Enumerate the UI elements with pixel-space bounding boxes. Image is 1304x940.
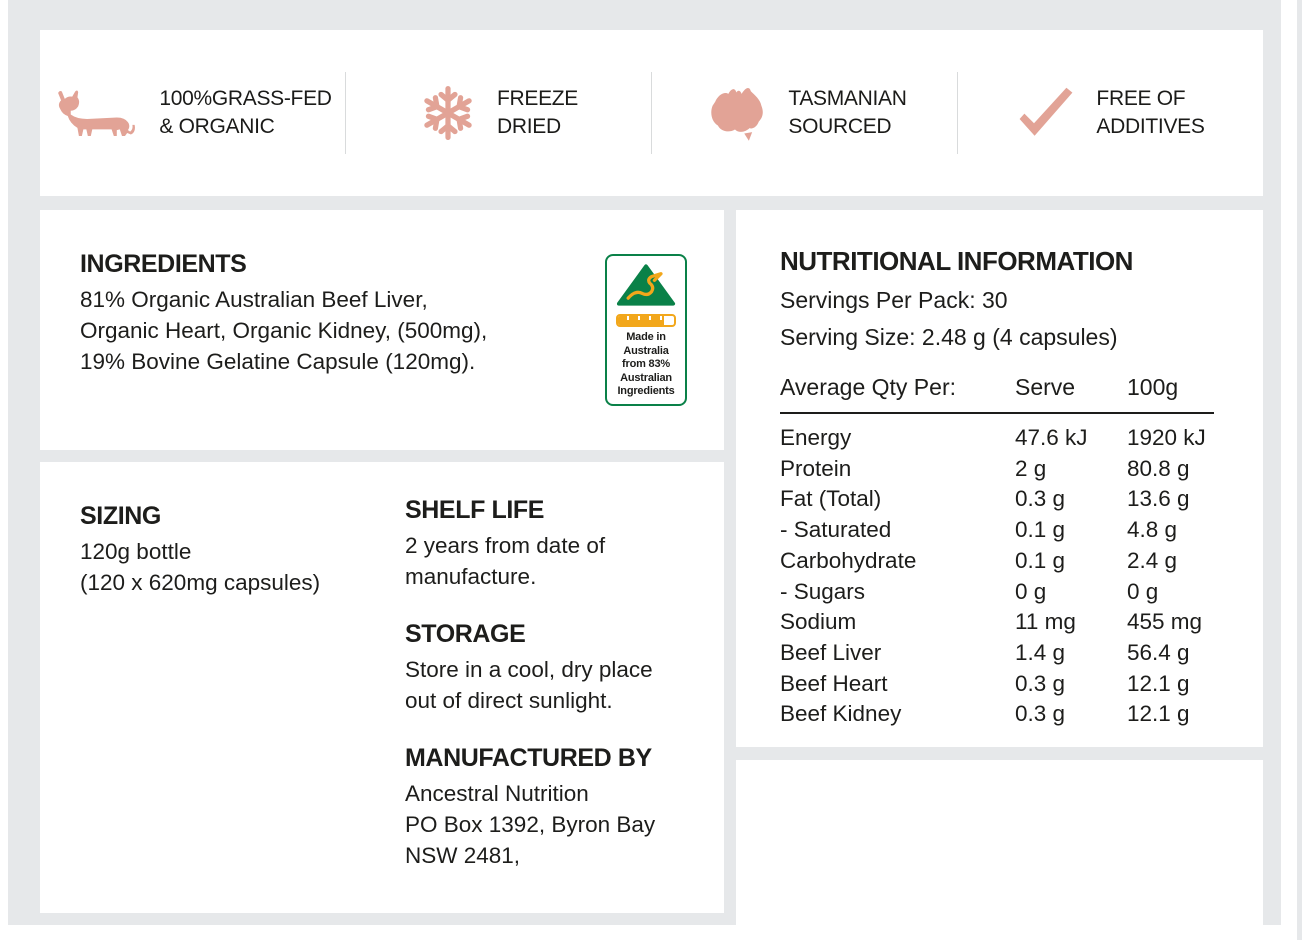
badge-label-line2: SOURCED bbox=[788, 115, 892, 138]
badge-label-line1: 100%GRASS-FED bbox=[159, 87, 332, 110]
shelf-life-line: 2 years from date of bbox=[405, 533, 606, 558]
badge-freeze-dried: FREEZE DRIED bbox=[346, 30, 651, 196]
bottom-right-panel bbox=[736, 760, 1263, 940]
shelf-life-line: manufacture. bbox=[405, 564, 537, 589]
table-row: Sodium 11 mg 455 mg bbox=[780, 609, 1203, 635]
sizing-heading: SIZING bbox=[80, 502, 161, 530]
ingredients-heading: INGREDIENTS bbox=[80, 250, 247, 278]
manufactured-by-line: Ancestral Nutrition bbox=[405, 781, 589, 806]
badge-divider bbox=[345, 72, 346, 154]
checkmark-icon bbox=[1016, 85, 1076, 141]
col-header-serve: Serve bbox=[1015, 374, 1076, 400]
storage-heading: STORAGE bbox=[405, 620, 526, 648]
bar-tick bbox=[638, 316, 640, 320]
badge-label: TASMANIAN SOURCED bbox=[788, 85, 907, 141]
manufactured-by-section: MANUFACTURED BY Ancestral Nutrition PO B… bbox=[405, 744, 655, 871]
bar-tick bbox=[649, 316, 651, 320]
feature-badge-bar: 100%GRASS-FED & ORGANIC bbox=[40, 30, 1263, 196]
australian-made-triangle-kangaroo-icon bbox=[616, 264, 676, 311]
nutrition-heading: NUTRITIONAL INFORMATION bbox=[780, 246, 1133, 276]
bar-tick bbox=[660, 316, 662, 320]
table-row: Energy 47.6 kJ 1920 kJ bbox=[780, 425, 1206, 450]
badge-label-line2: ADDITIVES bbox=[1096, 115, 1205, 138]
table-row: Protein 2 g 80.8 g bbox=[780, 455, 1190, 481]
table-row: Fat (Total) 0.3 g 13.6 g bbox=[780, 486, 1190, 512]
badge-divider bbox=[651, 72, 652, 154]
badge-free-of-additives: FREE OF ADDITIVES bbox=[958, 30, 1263, 196]
manufactured-by-heading: MANUFACTURED BY bbox=[405, 744, 652, 772]
badge-grass-fed: 100%GRASS-FED & ORGANIC bbox=[40, 30, 345, 196]
ingredients-panel: INGREDIENTS 81% Organic Australian Beef … bbox=[40, 210, 724, 450]
details-panel: SIZING 120g bottle (120 x 620mg capsules… bbox=[40, 462, 724, 913]
table-row: Carbohydrate 0.1 g 2.4 g bbox=[780, 547, 1178, 573]
badge-tasmanian-sourced: TASMANIAN SOURCED bbox=[652, 30, 957, 196]
aus-text-line: Ingredients bbox=[617, 385, 675, 397]
nutrition-table-header: Average Qty Per: Serve 100g bbox=[780, 374, 1214, 414]
manufactured-by-line: PO Box 1392, Byron Bay bbox=[405, 812, 656, 837]
table-row: Beef Heart 0.3 g 12.1 g bbox=[780, 670, 1190, 696]
badge-label: FREEZE DRIED bbox=[497, 85, 578, 141]
ingredients-line: 81% Organic Australian Beef Liver, bbox=[80, 287, 428, 312]
col-header-100g: 100g bbox=[1127, 374, 1179, 400]
shelf-life-section: SHELF LIFE 2 years from date of manufact… bbox=[405, 496, 655, 592]
details-right-column: SHELF LIFE 2 years from date of manufact… bbox=[405, 496, 655, 871]
australia-map-icon bbox=[702, 83, 768, 143]
badge-label-line1: FREE OF bbox=[1096, 87, 1186, 110]
badge-label: 100%GRASS-FED & ORGANIC bbox=[159, 85, 332, 141]
aus-bar-fill bbox=[618, 316, 665, 325]
aus-text-line: Australian bbox=[620, 371, 672, 384]
nutritional-information-panel: NUTRITIONAL INFORMATION Servings Per Pac… bbox=[736, 210, 1263, 747]
badge-label-line1: FREEZE bbox=[496, 87, 579, 110]
table-row: Beef Liver 1.4 g 56.4 g bbox=[780, 639, 1190, 665]
table-row: Beef Kidney 0.3 g 12.1 g bbox=[780, 701, 1190, 727]
bar-tick bbox=[627, 316, 629, 320]
storage-line: out of direct sunlight. bbox=[405, 688, 613, 713]
col-header-label: Average Qty Per: bbox=[780, 374, 956, 400]
sizing-line: (120 x 620mg capsules) bbox=[80, 570, 321, 595]
badge-label-line2: DRIED bbox=[496, 115, 561, 138]
aus-text-line: from 83% bbox=[622, 358, 670, 370]
shelf-life-heading: SHELF LIFE bbox=[405, 496, 545, 524]
australian-made-text: Made in Australia from 83% Australian In… bbox=[607, 331, 685, 399]
australian-ingredients-bar bbox=[616, 314, 676, 327]
snowflake-icon bbox=[419, 84, 477, 142]
badge-label-line1: TASMANIAN bbox=[788, 87, 907, 110]
cow-icon bbox=[53, 87, 139, 139]
badge-label: FREE OF ADDITIVES bbox=[1096, 85, 1204, 141]
aus-text-line: Made in bbox=[626, 331, 666, 343]
sizing-line: 120g bottle bbox=[80, 539, 192, 564]
aus-text-line: Australia bbox=[623, 344, 669, 357]
badge-divider bbox=[957, 72, 958, 154]
serving-size: Serving Size: 2.48 g (4 capsules) bbox=[780, 324, 1118, 350]
table-row: - Saturated 0.1 g 4.8 g bbox=[780, 517, 1178, 543]
sizing-section: SIZING 120g bottle (120 x 620mg capsules… bbox=[80, 502, 320, 598]
manufactured-by-line: NSW 2481, bbox=[405, 843, 521, 868]
storage-line: Store in a cool, dry place bbox=[405, 657, 653, 682]
ingredients-line: 19% Bovine Gelatine Capsule (120mg). bbox=[80, 349, 476, 374]
nutrition-table-body: Energy 47.6 kJ 1920 kJ Protein 2 g 80.8 g Fa… bbox=[780, 414, 1214, 730]
badge-label-line2: & ORGANIC bbox=[159, 115, 275, 138]
servings-per-pack: Servings Per Pack: 30 bbox=[780, 287, 1008, 313]
right-edge-strip bbox=[1297, 0, 1302, 940]
storage-section: STORAGE Store in a cool, dry place out o… bbox=[405, 620, 655, 716]
nutrition-table: Average Qty Per: Serve 100g Energy 47.6 k… bbox=[780, 374, 1214, 730]
australian-made-logo: Made in Australia from 83% Australian In… bbox=[605, 254, 687, 406]
ingredients-line: Organic Heart, Organic Kidney, (500mg), bbox=[80, 318, 488, 343]
